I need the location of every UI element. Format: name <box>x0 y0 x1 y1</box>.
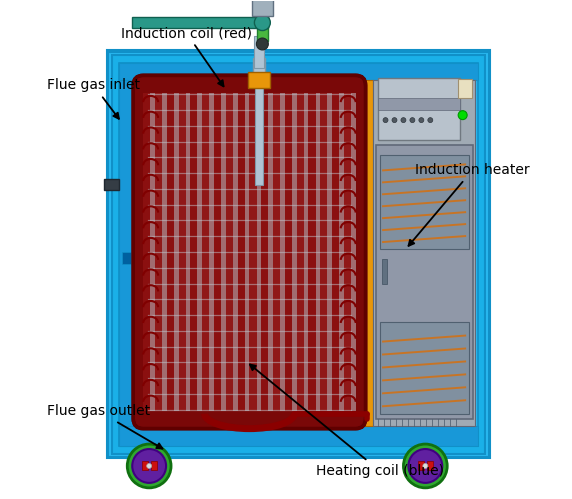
Bar <box>233 93 237 411</box>
Bar <box>285 93 292 411</box>
Bar <box>237 93 245 411</box>
Bar <box>339 93 344 411</box>
Text: Flue gas outlet: Flue gas outlet <box>47 404 162 449</box>
Bar <box>458 79 471 98</box>
Circle shape <box>419 118 424 123</box>
Bar <box>143 93 150 411</box>
Bar <box>112 55 485 454</box>
Bar <box>382 259 387 284</box>
Bar <box>380 322 468 414</box>
Bar <box>186 93 190 411</box>
Bar <box>308 93 316 411</box>
Bar <box>268 93 273 411</box>
Bar <box>197 93 202 411</box>
FancyBboxPatch shape <box>133 75 366 429</box>
Circle shape <box>392 118 397 123</box>
Bar <box>280 93 285 411</box>
Circle shape <box>458 111 467 120</box>
Bar <box>261 93 268 411</box>
Text: Induction coil (red): Induction coil (red) <box>121 26 252 86</box>
Bar <box>378 78 460 140</box>
Circle shape <box>410 118 415 123</box>
Bar <box>162 93 167 411</box>
Bar <box>292 93 297 411</box>
Circle shape <box>127 444 171 488</box>
Bar <box>190 93 197 411</box>
Bar <box>256 93 261 411</box>
Bar <box>120 63 478 80</box>
Bar <box>297 93 304 411</box>
Bar <box>142 462 148 471</box>
Bar <box>108 52 488 457</box>
Bar <box>226 93 233 411</box>
Circle shape <box>428 118 433 123</box>
Bar <box>344 93 351 411</box>
Bar <box>316 93 320 411</box>
Bar <box>221 93 226 411</box>
Bar <box>104 179 120 190</box>
Circle shape <box>256 38 268 50</box>
Bar <box>304 93 308 411</box>
Bar <box>209 93 214 411</box>
Circle shape <box>408 449 442 483</box>
Bar <box>122 252 131 264</box>
Bar <box>245 93 249 411</box>
Text: Heating coil (blue): Heating coil (blue) <box>250 364 444 478</box>
Text: Flue gas inlet: Flue gas inlet <box>47 78 140 119</box>
Bar <box>150 93 155 411</box>
Circle shape <box>132 449 166 483</box>
Bar <box>202 93 209 411</box>
Bar <box>360 80 373 426</box>
Circle shape <box>401 118 406 123</box>
Bar <box>332 93 339 411</box>
Bar <box>155 93 162 411</box>
Bar <box>249 93 256 411</box>
Bar <box>120 63 478 446</box>
Bar <box>252 0 273 15</box>
Bar <box>373 80 475 426</box>
Bar <box>257 10 268 40</box>
Bar <box>151 462 157 471</box>
Bar <box>255 85 263 185</box>
Bar <box>167 93 174 411</box>
Circle shape <box>146 464 152 469</box>
Bar <box>273 93 280 411</box>
Bar <box>120 426 478 446</box>
Bar <box>120 63 138 446</box>
Circle shape <box>423 464 428 469</box>
Circle shape <box>255 14 271 30</box>
Bar <box>427 462 433 471</box>
Bar <box>248 72 271 88</box>
Circle shape <box>383 118 388 123</box>
Bar <box>351 93 356 411</box>
Bar <box>253 58 265 85</box>
Bar <box>378 98 460 110</box>
Bar <box>320 93 327 411</box>
Bar <box>174 93 178 411</box>
Bar <box>255 35 264 68</box>
Text: Induction heater: Induction heater <box>408 163 530 246</box>
Bar <box>132 17 268 28</box>
Circle shape <box>403 444 447 488</box>
Bar <box>107 50 490 459</box>
Bar <box>376 145 472 419</box>
Bar <box>178 93 186 411</box>
Bar <box>214 93 221 411</box>
Bar <box>327 93 332 411</box>
Bar <box>380 155 468 250</box>
Bar <box>418 462 424 471</box>
